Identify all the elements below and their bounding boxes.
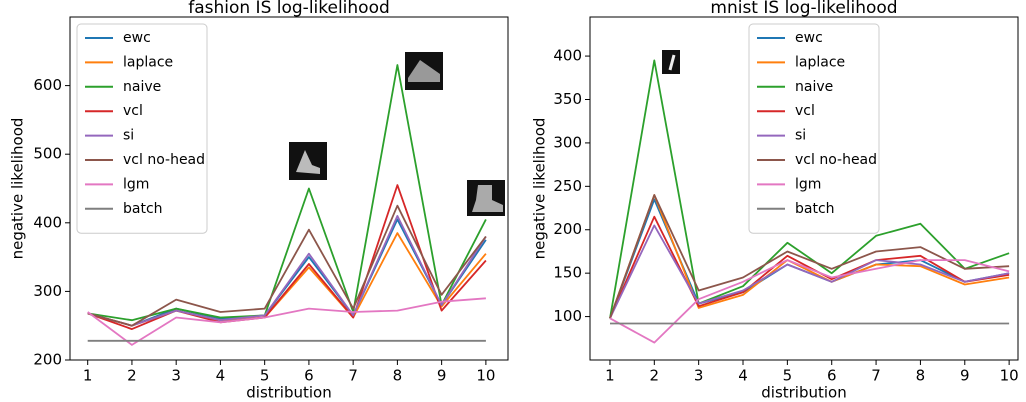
y-tick-label: 200 bbox=[553, 220, 582, 238]
y-tick-label: 400 bbox=[553, 47, 582, 65]
series-line bbox=[609, 194, 1010, 319]
series-line bbox=[609, 59, 1010, 319]
thumbnail-shape bbox=[408, 60, 440, 82]
x-tick-label: 3 bbox=[694, 367, 704, 385]
x-tick-label: 6 bbox=[304, 367, 314, 385]
y-tick-label: 300 bbox=[553, 133, 582, 151]
y-tick-label: 600 bbox=[33, 76, 62, 94]
legend-label: naive bbox=[795, 79, 833, 95]
legend-label: vcl no-head bbox=[795, 152, 877, 168]
x-tick-label: 5 bbox=[260, 367, 270, 385]
x-tick-label: 9 bbox=[437, 367, 447, 385]
legend-label: batch bbox=[795, 201, 835, 217]
legend-label: ewc bbox=[123, 30, 151, 46]
x-tick-label: 4 bbox=[738, 367, 748, 385]
legend-frame bbox=[748, 23, 880, 234]
legend-label: vcl bbox=[123, 103, 143, 119]
chart-title: mnist IS log-likelihood bbox=[710, 0, 897, 18]
x-tick-label: 3 bbox=[171, 367, 181, 385]
legend-label: vcl bbox=[795, 103, 815, 119]
legend: ewc laplace naive vcl si vcl no-head lgm batch bbox=[76, 23, 208, 234]
plot-area bbox=[87, 64, 487, 346]
y-tick-label: 250 bbox=[553, 177, 582, 195]
plot-area bbox=[609, 59, 1010, 344]
y-tick-label: 400 bbox=[33, 213, 62, 231]
legend-label: lgm bbox=[795, 176, 821, 192]
legend-label: laplace bbox=[795, 54, 845, 70]
x-axis-label: distribution bbox=[761, 384, 846, 402]
series-line bbox=[87, 184, 487, 331]
y-tick-label: 100 bbox=[553, 307, 582, 325]
x-tick-label: 10 bbox=[476, 367, 495, 385]
y-tick-label: 200 bbox=[33, 351, 62, 369]
x-tick-label: 7 bbox=[871, 367, 881, 385]
x-tick-label: 9 bbox=[960, 367, 970, 385]
subplot: mnist IS log-likelihood distribution negat… bbox=[531, 0, 1019, 402]
series-line bbox=[609, 194, 1010, 319]
y-tick-label: 300 bbox=[33, 282, 62, 300]
series-line bbox=[609, 224, 1010, 319]
legend-label: vcl no-head bbox=[123, 152, 205, 168]
subplot: fashion IS log-likelihood distribution neg… bbox=[9, 0, 509, 402]
y-axis-label: negative likelihood bbox=[531, 118, 549, 260]
y-tick-label: 350 bbox=[553, 90, 582, 108]
series-line bbox=[87, 64, 487, 322]
x-tick-label: 4 bbox=[216, 367, 226, 385]
x-tick-label: 1 bbox=[605, 367, 615, 385]
x-tick-label: 10 bbox=[1000, 367, 1019, 385]
y-axis-label: negative likelihood bbox=[9, 118, 27, 260]
legend-label: lgm bbox=[123, 176, 149, 192]
series-line bbox=[87, 204, 487, 327]
x-tick-label: 1 bbox=[83, 367, 93, 385]
legend-label: batch bbox=[123, 201, 163, 217]
legend-frame bbox=[76, 23, 208, 234]
y-tick-label: 500 bbox=[33, 145, 62, 163]
thumbnail-shape bbox=[472, 185, 503, 212]
x-tick-label: 5 bbox=[783, 367, 793, 385]
x-tick-label: 7 bbox=[348, 367, 358, 385]
thumbnails bbox=[289, 50, 680, 216]
x-axis-label: distribution bbox=[246, 384, 331, 402]
x-tick-label: 6 bbox=[827, 367, 837, 385]
series-line bbox=[87, 232, 487, 327]
legend-label: naive bbox=[123, 79, 161, 95]
axes-frame bbox=[69, 16, 509, 361]
series-line bbox=[87, 297, 486, 346]
legend-label: laplace bbox=[123, 54, 173, 70]
x-tick-label: 2 bbox=[650, 367, 660, 385]
series-line bbox=[87, 214, 487, 327]
x-tick-label: 2 bbox=[127, 367, 137, 385]
thumbnail-shape bbox=[296, 150, 320, 174]
legend-label: si bbox=[795, 128, 806, 144]
axes-frame bbox=[589, 16, 1019, 361]
legend: ewc laplace naive vcl si vcl no-head lgm batch bbox=[748, 23, 880, 234]
legend-label: si bbox=[123, 128, 134, 144]
y-tick-label: 150 bbox=[553, 264, 582, 282]
chart-title: fashion IS log-likelihood bbox=[188, 0, 390, 18]
series-line bbox=[609, 259, 1010, 344]
series-line bbox=[609, 215, 1010, 319]
x-tick-label: 8 bbox=[916, 367, 926, 385]
legend-label: ewc bbox=[795, 30, 823, 46]
x-tick-label: 8 bbox=[393, 367, 403, 385]
thumbnail-shape bbox=[668, 54, 676, 71]
